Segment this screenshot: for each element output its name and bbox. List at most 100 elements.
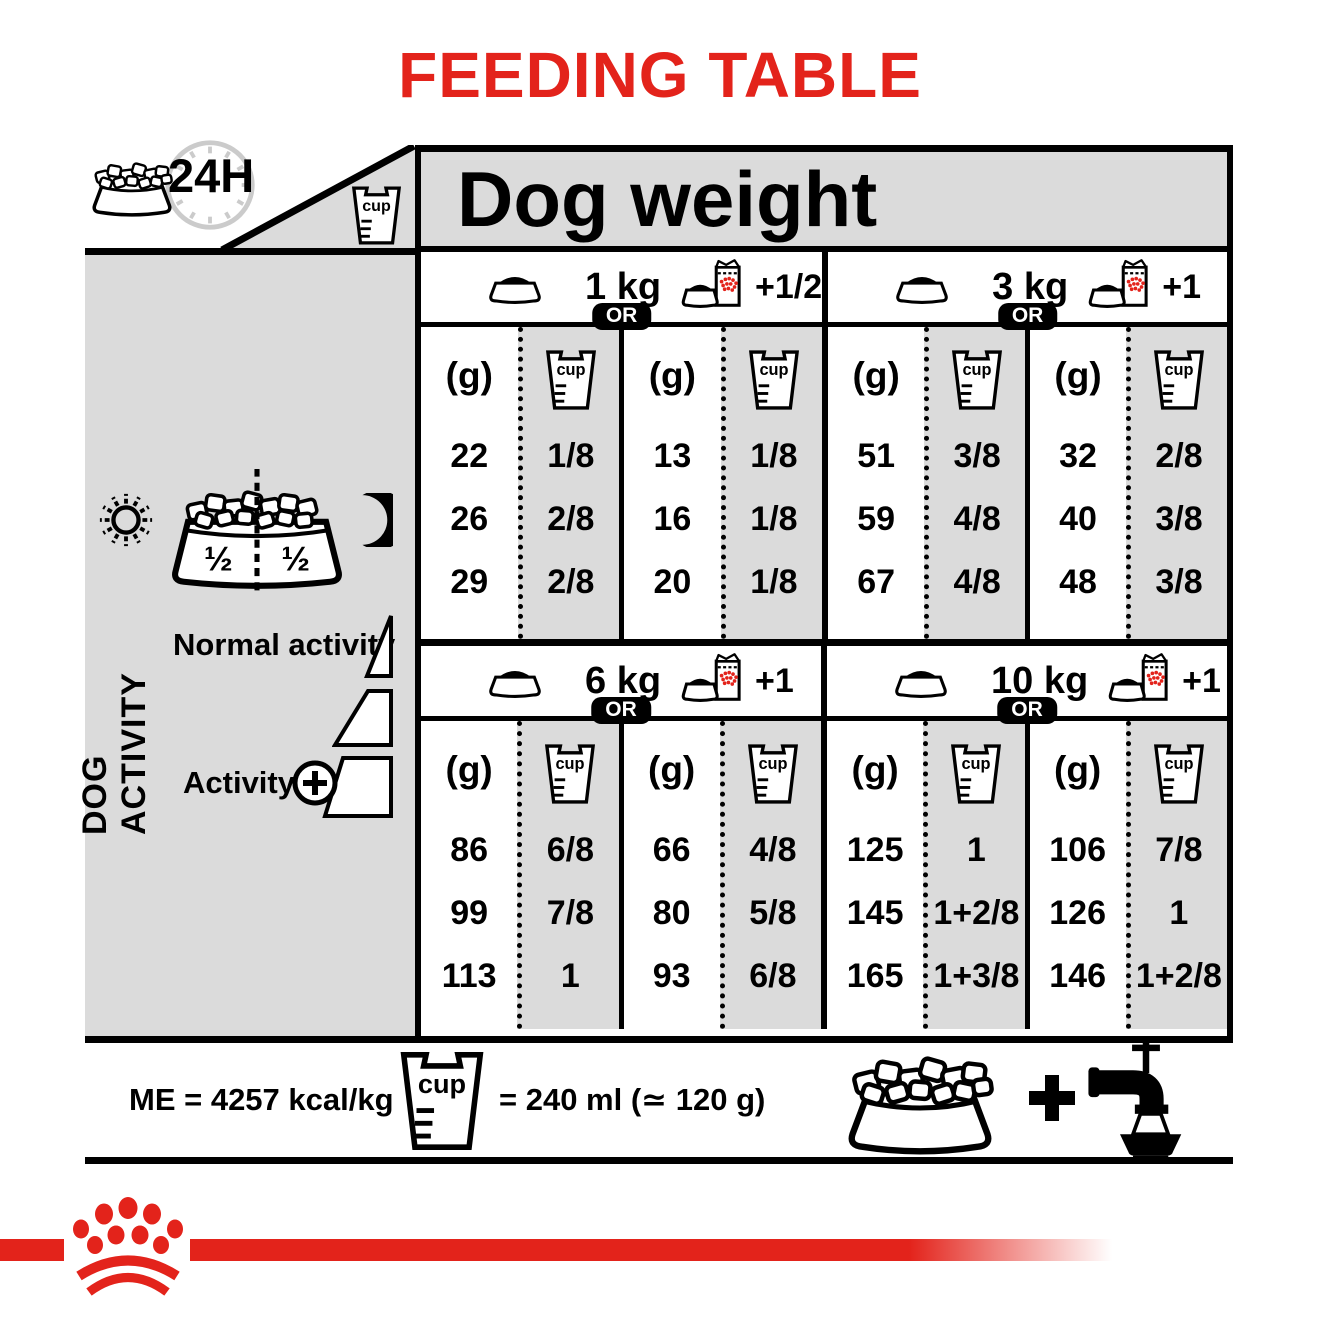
plus-icon xyxy=(1027,1073,1077,1123)
weight-header: 3 kg +1 OR xyxy=(828,252,1227,330)
wet-pouch-bowl-icon xyxy=(681,652,753,713)
grams-value: 99 xyxy=(450,894,489,932)
cup-value: 1/8 xyxy=(750,563,798,601)
weight-section-6kg: 6 kg +1 OR (g) 86 99 113 6/8 7/8 xyxy=(421,646,827,1029)
kibble-bowl-icon xyxy=(829,1045,1011,1157)
grams-label: (g) xyxy=(445,355,493,396)
cup-value: 2/8 xyxy=(547,563,595,601)
section-body: (g) 125 145 165 1 1+2/8 1+3/8 (g) 106 xyxy=(827,721,1227,1029)
cup-value: 1/8 xyxy=(547,437,595,475)
cup-value: 1+3/8 xyxy=(933,957,1020,995)
cup-header xyxy=(544,721,596,819)
activity-level-2-icon xyxy=(332,689,393,747)
grams-value: 93 xyxy=(652,957,691,995)
grams-label: (g) xyxy=(851,749,899,790)
grams-label: (g) xyxy=(648,355,696,396)
wet-add-label: +1 xyxy=(755,661,794,700)
cup-column-dry: 1/8 2/8 2/8 xyxy=(517,327,620,639)
dry-bowl-icon xyxy=(487,270,543,304)
grams-column-dry: (g) 86 99 113 xyxy=(421,721,517,1029)
activity-plus-label: Activity xyxy=(183,765,295,800)
cup-icon xyxy=(951,349,1003,411)
cup-column-mixed: 4/8 5/8 6/8 xyxy=(719,721,821,1029)
cup-icon xyxy=(351,184,402,247)
grams-value: 22 xyxy=(450,437,489,475)
clock-24h-icon xyxy=(165,140,255,230)
grams-value: 86 xyxy=(450,831,489,869)
cup-value: 3/8 xyxy=(1155,500,1203,538)
grams-label: (g) xyxy=(648,749,696,790)
activity-level-3-icon xyxy=(322,756,393,818)
grams-column-dry: (g) 51 59 67 xyxy=(828,327,924,639)
cup-column-mixed: 2/8 3/8 3/8 xyxy=(1126,327,1227,639)
or-badge: OR xyxy=(591,303,652,330)
dry-bowl-icon xyxy=(893,664,949,698)
grams-label: (g) xyxy=(445,749,493,790)
weight-label: 10 kg xyxy=(991,659,1089,702)
cup-value: 1+2/8 xyxy=(1135,957,1222,995)
weight-header: 6 kg +1 OR xyxy=(421,646,821,724)
grams-column-dry: (g) 22 26 29 xyxy=(421,327,518,639)
table-row-bottom: 6 kg +1 OR (g) 86 99 113 6/8 7/8 xyxy=(421,646,1227,1029)
cup-column-mixed: 7/8 1 1+2/8 xyxy=(1125,721,1227,1029)
royal-canin-crown-logo xyxy=(66,1196,190,1298)
grams-value: 66 xyxy=(652,831,691,869)
dog-activity-sidebar: DOG ACTIVITY Normal activity Activity xyxy=(76,248,415,1036)
wet-add-label: +1 xyxy=(1182,661,1221,700)
grams-value: 16 xyxy=(653,500,692,538)
cup-value: 7/8 xyxy=(546,894,594,932)
cup-value: 1/8 xyxy=(750,500,798,538)
cup-header xyxy=(545,327,597,425)
cup-icon xyxy=(950,743,1002,805)
weight-header: 10 kg +1 OR xyxy=(827,646,1227,724)
or-badge: OR xyxy=(997,303,1058,330)
cup-value: 3/8 xyxy=(953,437,1001,475)
cup-value: 1 xyxy=(1169,894,1189,932)
weight-section-10kg: 10 kg +1 OR (g) 125 145 165 1 1+2 xyxy=(827,646,1227,1029)
wet-pouch-bowl-icon xyxy=(1088,258,1160,319)
grams-header: (g) xyxy=(1054,327,1101,425)
cup-icon xyxy=(545,349,597,411)
cup-icon xyxy=(544,743,596,805)
half-bowl-icon xyxy=(153,469,361,597)
section-body: (g) 86 99 113 6/8 7/8 1 (g) 66 80 xyxy=(421,721,821,1029)
moon-icon xyxy=(351,493,393,547)
cup-value: 6/8 xyxy=(546,831,594,869)
weight-label: 3 kg xyxy=(992,265,1069,308)
24h-label: 24H xyxy=(168,149,255,202)
grams-label: (g) xyxy=(1054,355,1102,396)
normal-activity-label: Normal activity xyxy=(173,627,396,662)
cup-value: 4/8 xyxy=(953,563,1001,601)
grams-value: 20 xyxy=(653,563,692,601)
brand-bar-left xyxy=(0,1239,64,1261)
activity-level-1-icon xyxy=(364,615,393,678)
cup-icon xyxy=(1153,349,1205,411)
plus-circle-icon xyxy=(291,759,339,807)
grams-column-mixed: (g) 13 16 20 xyxy=(619,327,721,639)
grams-column-dry: (g) 125 145 165 xyxy=(827,721,923,1029)
cup-icon xyxy=(1153,743,1205,805)
grams-value: 13 xyxy=(653,437,692,475)
grams-value: 145 xyxy=(846,894,904,932)
grams-column-mixed: (g) 66 80 93 xyxy=(618,721,720,1029)
cup-icon xyxy=(395,1050,489,1152)
weight-label: 1 kg xyxy=(585,265,662,308)
sun-icon xyxy=(97,491,155,549)
cup-icon xyxy=(748,349,800,411)
weight-section-1kg: 1 kg +1/2 OR (g) 22 26 29 1/8 2/8 xyxy=(421,252,829,639)
grams-header: (g) xyxy=(649,327,696,425)
weight-header: 1 kg +1/2 OR xyxy=(421,252,823,330)
dog-activity-label: DOG ACTIVITY xyxy=(76,672,153,835)
grams-column-mixed: (g) 32 40 48 xyxy=(1025,327,1126,639)
cup-value: 1 xyxy=(966,831,986,869)
grams-header: (g) xyxy=(648,721,695,819)
grams-value: 48 xyxy=(1059,563,1097,601)
or-badge: OR xyxy=(591,697,651,724)
cup-column-mixed: 1/8 1/8 1/8 xyxy=(720,327,823,639)
wet-pouch-bowl-icon xyxy=(1108,652,1180,713)
cup-value: 1+2/8 xyxy=(933,894,1020,932)
dry-bowl-icon xyxy=(894,270,950,304)
cup-equivalence-label: = 240 ml (≃ 120 g) xyxy=(499,1082,766,1117)
feeding-table: 1 kg +1/2 OR (g) 22 26 29 1/8 2/8 xyxy=(415,252,1233,1036)
cup-value: 7/8 xyxy=(1155,831,1203,869)
